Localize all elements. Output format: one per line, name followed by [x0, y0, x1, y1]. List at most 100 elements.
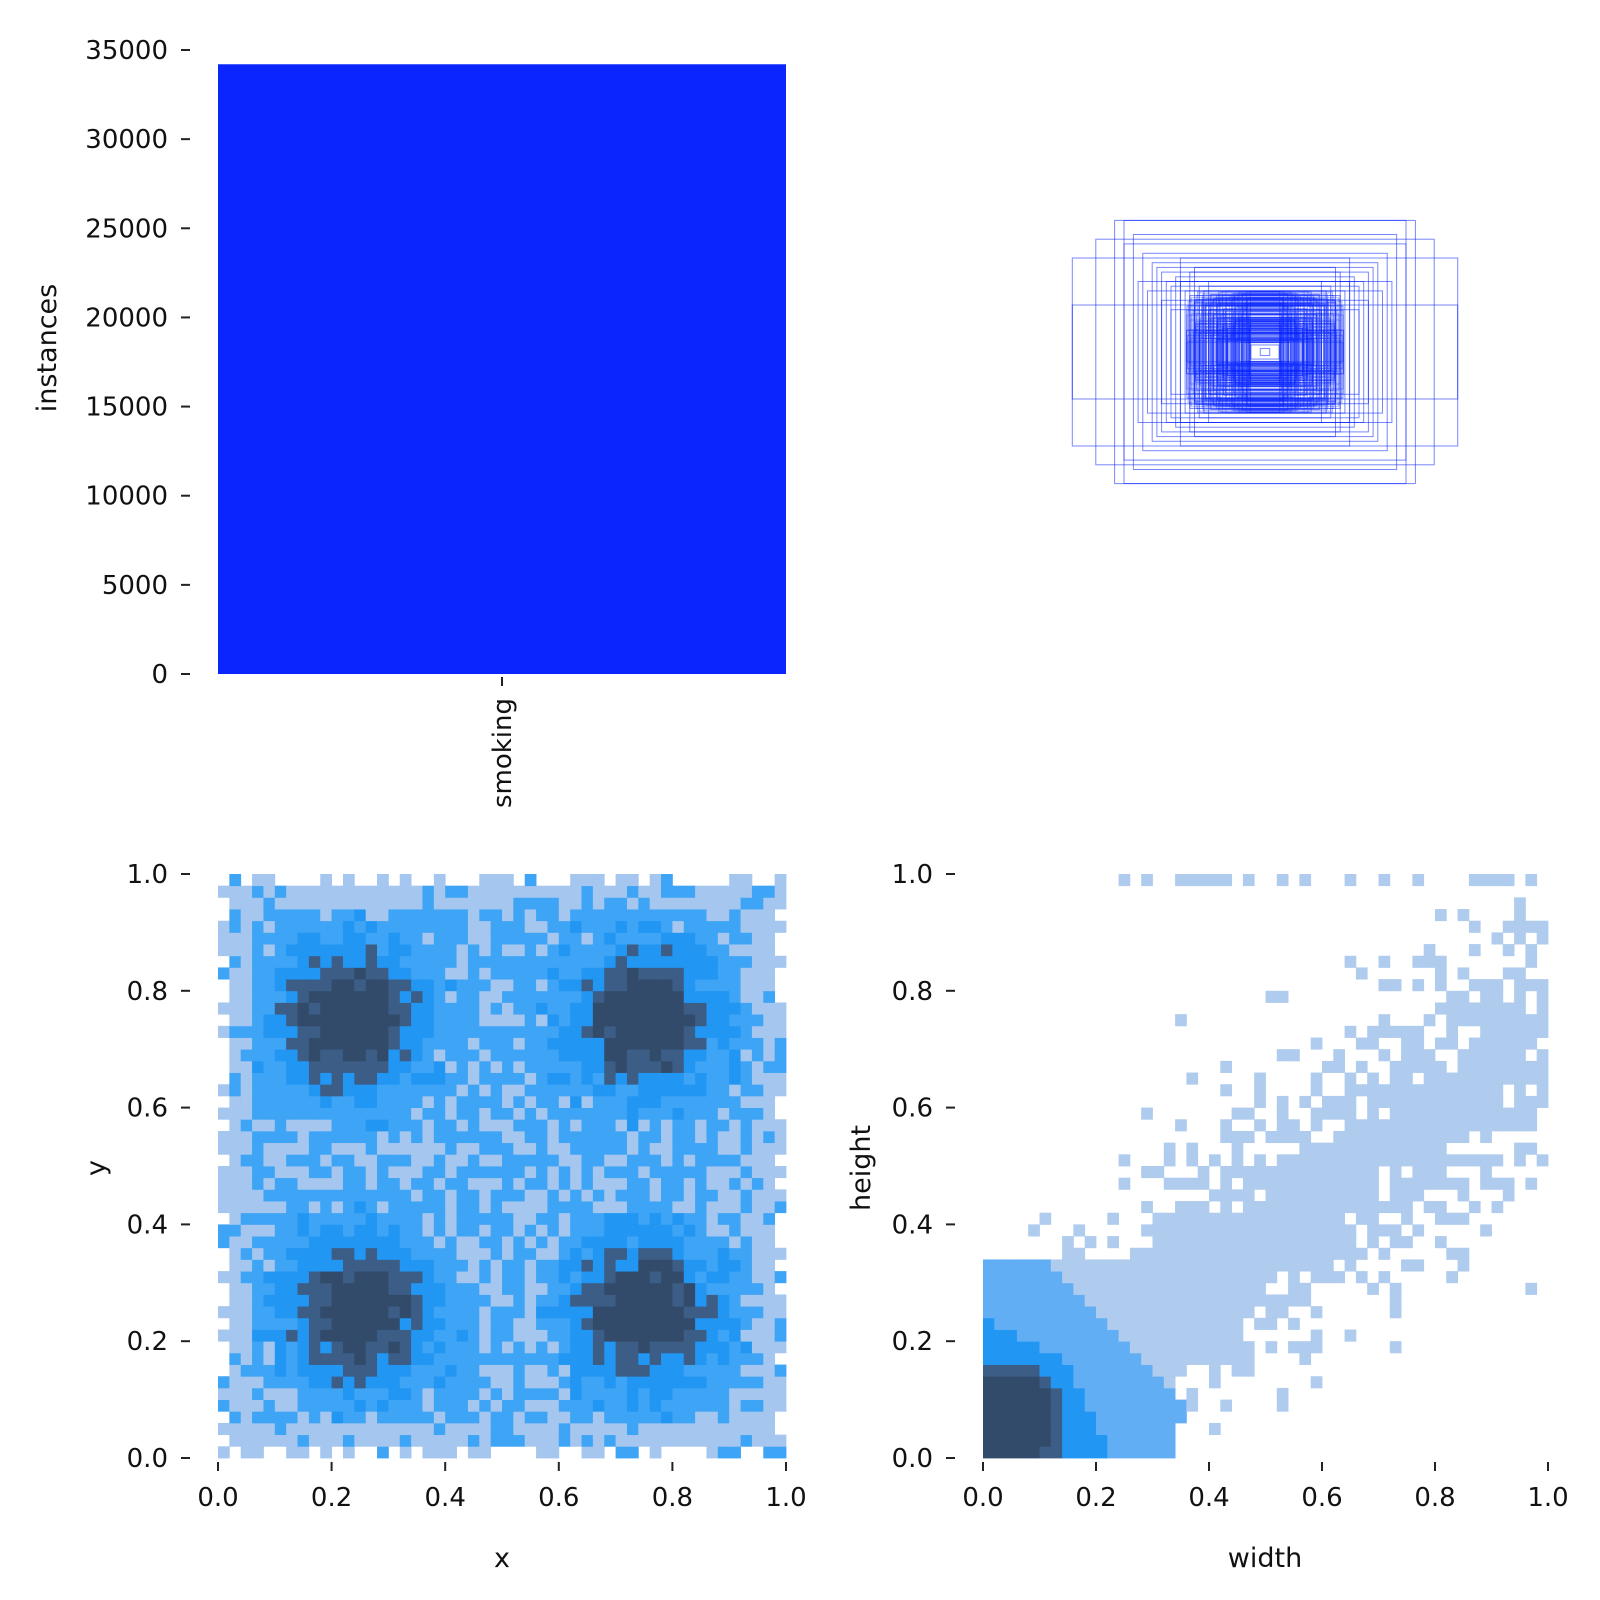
xy-ytick-label: 0.8 — [127, 977, 168, 1007]
xy-cell — [229, 1166, 242, 1179]
xy-cell — [615, 990, 628, 1003]
xy-cell — [445, 1002, 457, 1015]
xy-cell — [274, 1352, 287, 1365]
xy-cell — [490, 1014, 503, 1027]
wh-cell — [1220, 1294, 1232, 1307]
xy-cell — [604, 1060, 616, 1073]
xy-cell — [524, 1037, 537, 1050]
wh-cell — [1231, 1224, 1244, 1237]
xy-cell — [638, 1294, 651, 1307]
wh-cell — [1073, 1434, 1086, 1447]
xy-cell — [388, 1376, 401, 1389]
xy-cell — [740, 1002, 753, 1015]
xy-cell — [342, 1166, 355, 1179]
xy-cell — [422, 885, 435, 898]
xy-cell — [320, 1399, 332, 1412]
xy-cell — [570, 1154, 582, 1167]
xy-cell — [354, 1130, 367, 1144]
wh-cell — [1525, 1107, 1538, 1120]
xy-cell — [331, 1329, 344, 1342]
xy-cell — [308, 944, 321, 957]
overlay-box — [1205, 298, 1325, 406]
overlay-box — [1225, 332, 1305, 372]
xy-cell — [308, 1294, 321, 1307]
xy-cell — [274, 1422, 287, 1436]
xy-cell — [297, 1095, 310, 1108]
wh-cell — [1276, 1189, 1289, 1202]
wh-cell — [1107, 1364, 1119, 1377]
xy-cell — [649, 1060, 662, 1073]
xy-cell — [456, 909, 469, 922]
xy-cell — [502, 1259, 514, 1272]
wh-cell — [1536, 1060, 1549, 1073]
xy-cell — [365, 1119, 378, 1132]
wh-cell — [1310, 1084, 1323, 1097]
overlay-box — [1221, 328, 1309, 376]
wh-cell — [1389, 1154, 1402, 1167]
wh-cell — [1028, 1364, 1040, 1377]
xy-cell — [604, 1142, 616, 1155]
xy-cell — [388, 1294, 401, 1307]
xy-cell — [547, 955, 560, 968]
wh-cell — [1118, 1306, 1131, 1319]
xy-cell — [740, 1387, 753, 1400]
wh-cell — [1107, 1294, 1119, 1307]
wh-cell — [1175, 1236, 1187, 1249]
xy-cell — [365, 932, 378, 945]
xy-cell — [297, 1376, 310, 1389]
wh-cell — [1480, 1177, 1492, 1190]
xy-cell — [377, 874, 389, 887]
xy-cell — [524, 1025, 537, 1038]
xy-cell — [729, 1095, 741, 1108]
overlay-box — [1233, 292, 1297, 412]
xy-cell — [661, 1119, 673, 1132]
xy-cell — [354, 1422, 367, 1436]
overlay-box — [1229, 296, 1301, 408]
xy-cell — [661, 1049, 673, 1062]
wh-cell — [1050, 1411, 1063, 1424]
xy-cell — [740, 1376, 753, 1389]
xy-cell — [751, 1130, 764, 1144]
xy-cell — [524, 909, 537, 922]
xy-cell — [342, 1095, 355, 1108]
xy-cell — [558, 1166, 571, 1179]
xy-cell — [615, 932, 628, 945]
wh-cell — [1480, 874, 1492, 887]
xy-cell — [581, 1364, 594, 1377]
wh-cell — [1378, 1130, 1391, 1144]
bar-smoking — [218, 64, 786, 674]
xy-cell — [252, 1364, 264, 1377]
xy-cell — [683, 1154, 696, 1167]
xy-cell — [433, 1247, 446, 1260]
wh-ytick-label: 0.6 — [892, 1094, 933, 1124]
xy-cell — [706, 1189, 719, 1202]
xy-cell — [388, 1201, 401, 1214]
xy-cell — [672, 1387, 685, 1400]
xy-cell — [342, 1002, 355, 1015]
xy-cell — [399, 1224, 412, 1237]
xy-cell — [388, 1212, 401, 1225]
xy-cell — [536, 897, 548, 910]
xy-cell — [229, 1317, 242, 1330]
xy-cell — [751, 897, 764, 910]
xy-cell — [263, 1364, 276, 1377]
overlay-box — [1186, 334, 1344, 370]
wh-cell — [1355, 1084, 1368, 1097]
wh-cell — [1401, 1142, 1413, 1155]
xy-cell — [683, 1201, 696, 1214]
overlay-box — [1240, 314, 1290, 390]
wh-cell — [1378, 1095, 1391, 1108]
wh-cell — [1028, 1422, 1040, 1436]
xy-cell — [354, 1306, 367, 1319]
wh-cell — [1186, 1247, 1199, 1260]
xy-cell — [558, 885, 571, 898]
xy-cell — [467, 1352, 480, 1365]
xy-cell — [536, 1201, 548, 1214]
xy-cell — [558, 1364, 571, 1377]
wh-cell — [1050, 1329, 1063, 1342]
xy-cell — [274, 1376, 287, 1389]
xy-cell — [342, 920, 355, 933]
xy-cell — [513, 1142, 526, 1155]
xy-cell — [672, 1224, 685, 1237]
xy-cell — [297, 920, 310, 933]
